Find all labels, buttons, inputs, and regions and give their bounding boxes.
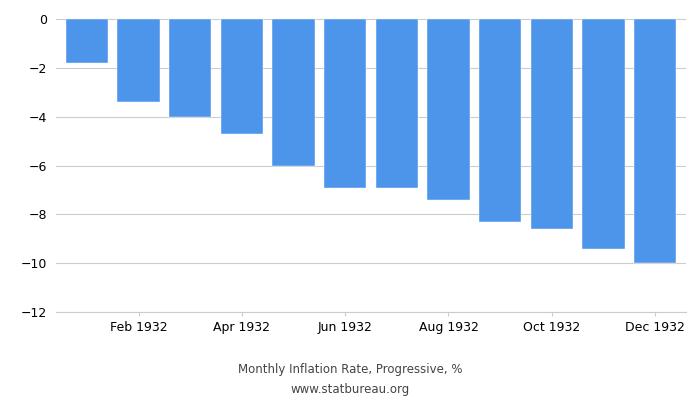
Bar bbox=[66, 19, 108, 63]
Bar bbox=[427, 19, 470, 200]
Bar bbox=[118, 19, 160, 102]
Bar bbox=[220, 19, 263, 134]
Bar bbox=[531, 19, 573, 229]
Bar bbox=[324, 19, 366, 188]
Bar bbox=[272, 19, 315, 166]
Text: Monthly Inflation Rate, Progressive, %: Monthly Inflation Rate, Progressive, % bbox=[238, 364, 462, 376]
Bar bbox=[634, 19, 676, 263]
Bar bbox=[582, 19, 624, 248]
Bar bbox=[376, 19, 418, 188]
Bar bbox=[479, 19, 522, 222]
Text: www.statbureau.org: www.statbureau.org bbox=[290, 384, 410, 396]
Bar bbox=[169, 19, 211, 117]
